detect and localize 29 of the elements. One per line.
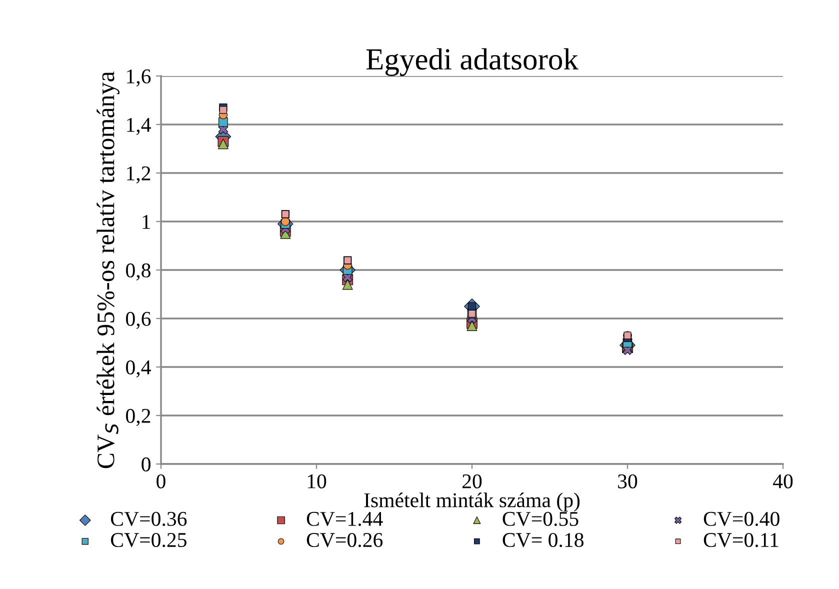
y-tick-label: 1,6 <box>127 69 151 86</box>
legend-label: CV=0.11 <box>704 532 778 548</box>
x-tick-label: 0 <box>156 474 166 488</box>
point <box>218 138 228 150</box>
x-tick-label: 30 <box>618 474 638 488</box>
chart-title: Egyedi adatsorok <box>366 48 578 76</box>
x-tick-label: 40 <box>772 474 793 488</box>
y-tick-label: 0,8 <box>126 263 150 280</box>
y-tick-label: 0,6 <box>126 312 151 329</box>
y-tick-label: 0,2 <box>126 408 150 426</box>
y-axis-title: CV$_{S}$ értékek 95%-os relatív tartománya <box>96 71 120 468</box>
y-tick-label: 1,2 <box>127 166 150 184</box>
y-tick-label: 1,4 <box>127 118 151 135</box>
x-tick-label: 10 <box>308 474 326 488</box>
point <box>219 106 227 114</box>
legend-label: CV=0.25 <box>110 532 186 548</box>
legend-label: CV=0.36 <box>110 512 187 526</box>
y-tick-label: 1 <box>142 214 150 229</box>
legend-label: CV=0.55 <box>502 512 578 526</box>
legend-label: CV=0.26 <box>306 532 383 548</box>
legend-label: CV=1.44 <box>306 512 383 526</box>
point <box>342 279 353 290</box>
x-tick-label: 20 <box>462 474 482 488</box>
y-tick-label: 0,4 <box>126 360 151 378</box>
x-axis-title: Ismételt minták száma (p) <box>364 492 580 512</box>
legend-label: CV=0.40 <box>704 512 780 526</box>
legend-label: CV= 0.18 <box>502 532 584 548</box>
y-tick-label: 0 <box>142 457 150 472</box>
point <box>466 320 478 331</box>
